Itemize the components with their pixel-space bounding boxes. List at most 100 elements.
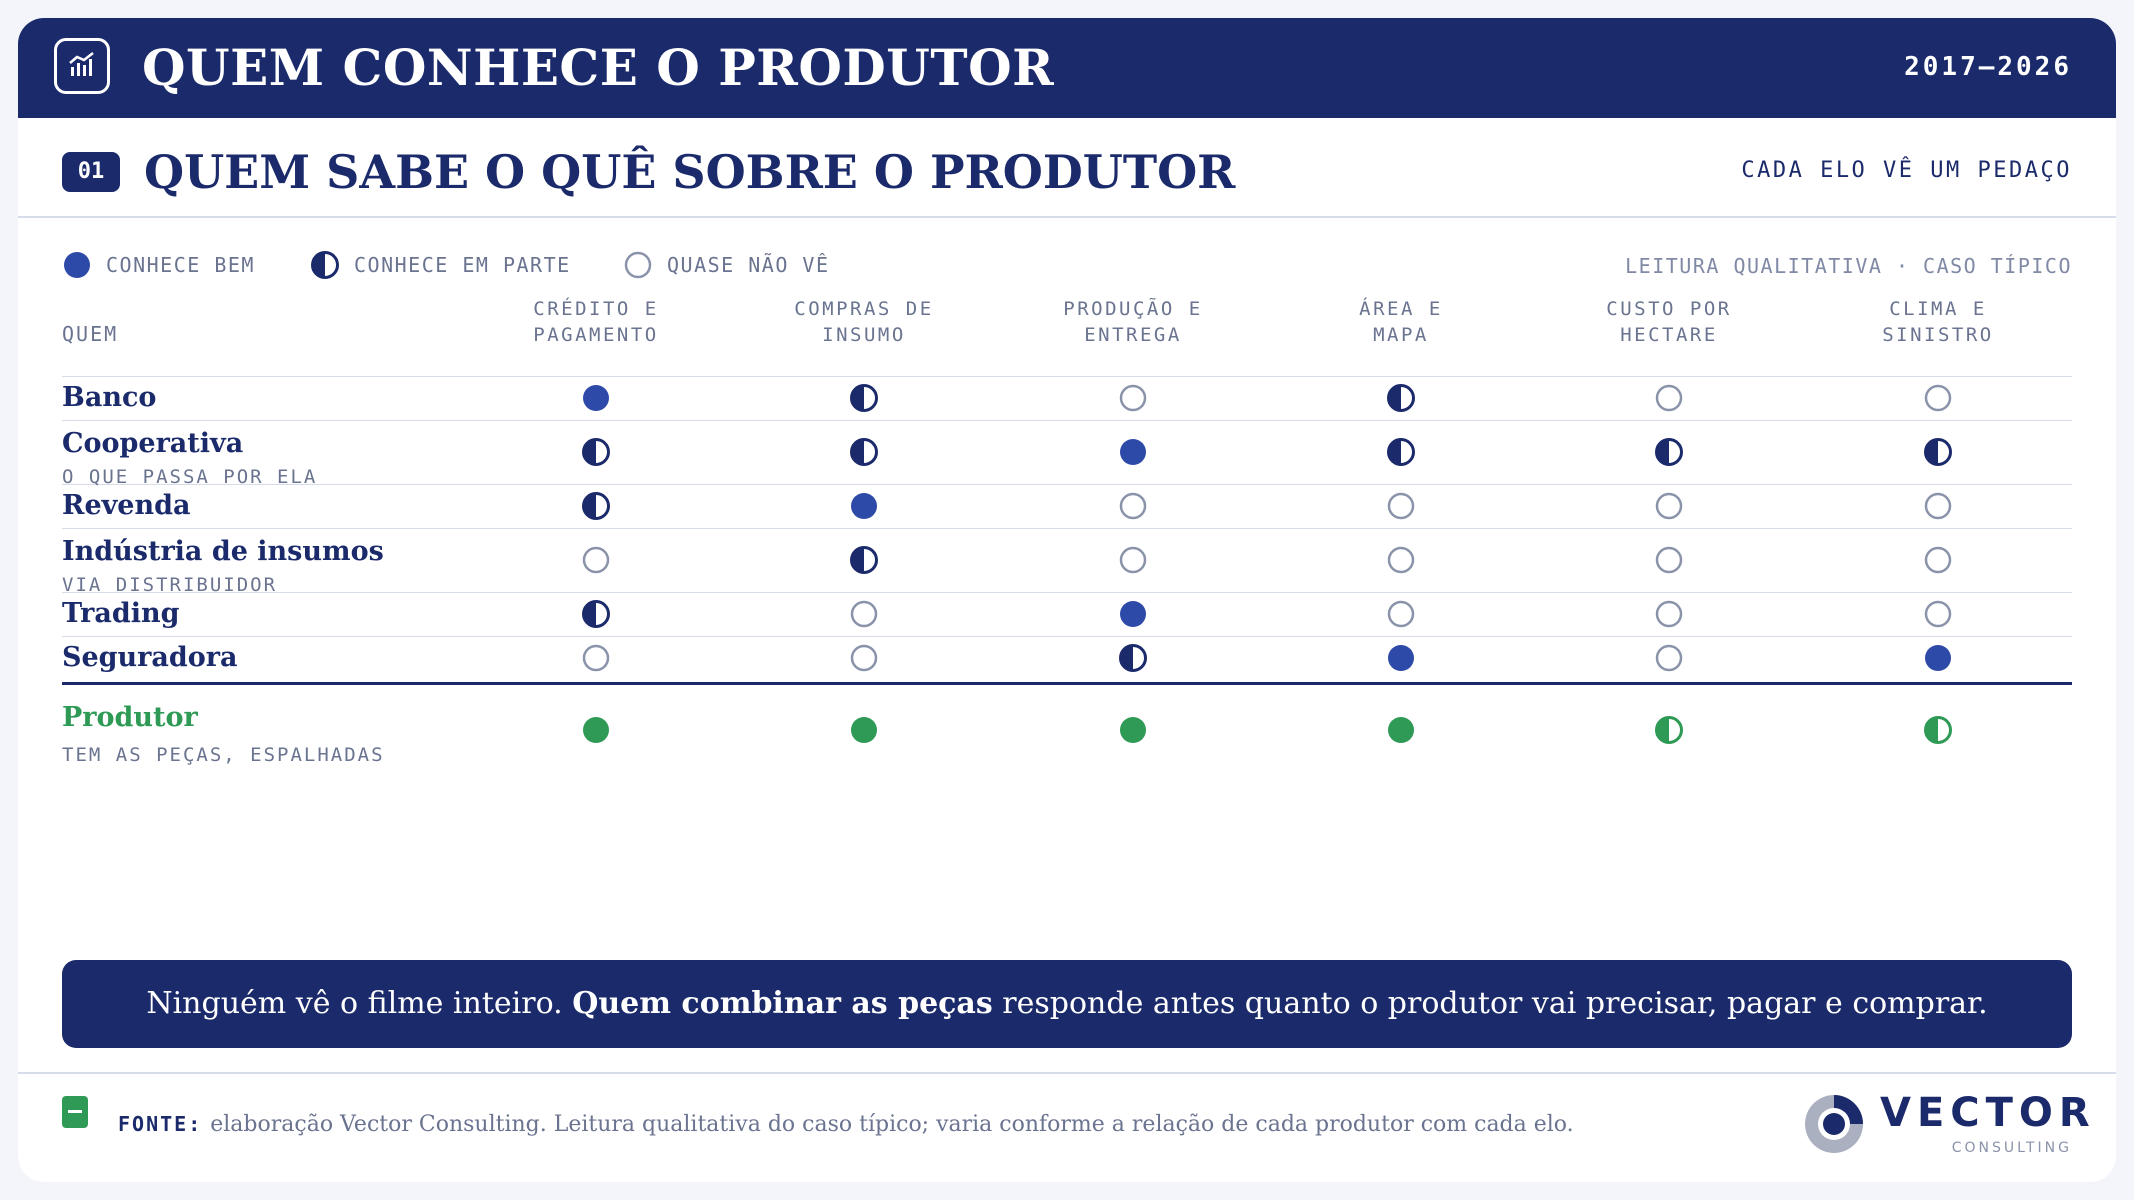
column-header-line: ÁREA E xyxy=(1359,298,1443,320)
cell-empty-icon xyxy=(1924,492,1952,520)
row-separator xyxy=(62,376,2072,377)
row-separator xyxy=(62,636,2072,637)
cell-half-icon xyxy=(850,438,878,466)
vector-logo-icon xyxy=(1805,1095,1863,1153)
column-header-line: COMPRAS DE xyxy=(794,298,934,320)
cell-empty-icon xyxy=(1387,546,1415,574)
cell-half-icon xyxy=(1924,438,1952,466)
source-label: FONTE: xyxy=(118,1112,203,1136)
producer-full-icon xyxy=(1388,717,1414,743)
cell-empty-icon xyxy=(582,644,610,672)
row-name: Seguradora xyxy=(62,642,238,673)
cell-empty-icon xyxy=(1387,600,1415,628)
cell-half-icon xyxy=(850,384,878,412)
column-header: COMPRAS DE INSUMO xyxy=(734,296,994,348)
column-header-line: MAPA xyxy=(1373,324,1429,346)
column-header-line: INSUMO xyxy=(822,324,906,346)
brand-name: VECTOR xyxy=(1880,1090,2096,1136)
row-name: Cooperativa xyxy=(62,428,244,459)
cell-empty-icon xyxy=(1655,492,1683,520)
cell-empty-icon xyxy=(1924,600,1952,628)
cell-empty-icon xyxy=(1119,546,1147,574)
cell-half-icon xyxy=(1387,384,1415,412)
source-icon xyxy=(62,1096,88,1128)
cell-half-icon xyxy=(1387,438,1415,466)
cell-half-icon xyxy=(582,438,610,466)
row-name: Indústria de insumos xyxy=(62,536,384,567)
producer-subtitle: TEM AS PEÇAS, ESPALHADAS xyxy=(62,744,385,766)
legend-half: CONHECE EM PARTE xyxy=(310,250,571,280)
cell-empty-icon xyxy=(1655,600,1683,628)
qualitative-note: LEITURA QUALITATIVA · CASO TÍPICO xyxy=(1625,254,2072,278)
row-name: Trading xyxy=(62,598,180,629)
legend-full-label: CONHECE BEM xyxy=(106,253,255,277)
section-divider xyxy=(18,216,2116,218)
column-header-line: CUSTO POR xyxy=(1606,298,1732,320)
producer-half-icon xyxy=(1924,716,1952,744)
producer-full-icon xyxy=(1120,717,1146,743)
banner-post: responde antes quanto o produtor vai pre… xyxy=(992,986,1988,1021)
cell-empty-icon xyxy=(1655,384,1683,412)
cell-empty-icon xyxy=(1655,546,1683,574)
chart-icon xyxy=(54,38,110,94)
cell-empty-icon xyxy=(1119,492,1147,520)
cell-half-icon xyxy=(850,546,878,574)
section-subtitle: CADA ELO VÊ UM PEDAÇO xyxy=(1741,158,2072,183)
legend-half-label: CONHECE EM PARTE xyxy=(354,253,571,277)
banner-bold: Quem combinar as peças xyxy=(572,986,993,1021)
section-badge: 01 xyxy=(62,152,120,192)
cell-empty-icon xyxy=(850,600,878,628)
row-subtitle: VIA DISTRIBUIDOR xyxy=(62,574,278,596)
full-circle-icon xyxy=(64,252,90,278)
cell-full-icon xyxy=(1120,439,1146,465)
cell-empty-icon xyxy=(1387,492,1415,520)
column-header-line: PAGAMENTO xyxy=(533,324,659,346)
years-label: 2017–2026 xyxy=(1904,52,2072,82)
empty-circle-icon xyxy=(624,251,652,279)
column-header-line: PRODUÇÃO E xyxy=(1063,298,1203,320)
cell-half-icon xyxy=(582,600,610,628)
cell-half-icon xyxy=(1119,644,1147,672)
column-header: CRÉDITO E PAGAMENTO xyxy=(466,296,726,348)
page-title: QUEM CONHECE O PRODUTOR xyxy=(142,38,1055,97)
column-header: CLIMA E SINISTRO xyxy=(1808,296,2068,348)
cell-empty-icon xyxy=(850,644,878,672)
row-header: QUEM xyxy=(62,322,119,346)
footer-divider xyxy=(18,1072,2116,1074)
cell-full-icon xyxy=(1120,601,1146,627)
column-header-line: HECTARE xyxy=(1620,324,1718,346)
producer-half-icon xyxy=(1655,716,1683,744)
legend-full: CONHECE BEM xyxy=(62,250,255,280)
column-header-line: CRÉDITO E xyxy=(533,298,659,320)
row-separator xyxy=(62,528,2072,529)
row-separator xyxy=(62,420,2072,421)
cell-full-icon xyxy=(1388,645,1414,671)
cell-full-icon xyxy=(1925,645,1951,671)
cell-half-icon xyxy=(582,492,610,520)
producer-full-icon xyxy=(851,717,877,743)
source-text: elaboração Vector Consulting. Leitura qu… xyxy=(210,1112,1574,1137)
producer-full-icon xyxy=(583,717,609,743)
half-circle-icon xyxy=(311,251,339,279)
brand-sub: CONSULTING xyxy=(1951,1140,2072,1156)
column-header-line: CLIMA E xyxy=(1889,298,1987,320)
row-separator xyxy=(62,592,2072,593)
column-header: ÁREA E MAPA xyxy=(1271,296,1531,348)
cell-half-icon xyxy=(1655,438,1683,466)
row-name: Revenda xyxy=(62,490,191,521)
cell-empty-icon xyxy=(582,546,610,574)
cell-empty-icon xyxy=(1924,384,1952,412)
row-name: Banco xyxy=(62,382,157,413)
conclusion-banner: Ninguém vê o filme inteiro. Quem combina… xyxy=(62,960,2072,1048)
column-header-line: ENTREGA xyxy=(1084,324,1182,346)
column-header-line: SINISTRO xyxy=(1882,324,1994,346)
cell-full-icon xyxy=(851,493,877,519)
infographic-card: QUEM CONHECE O PRODUTOR 2017–2026 01 QUE… xyxy=(18,18,2116,1182)
row-separator xyxy=(62,484,2072,485)
source-note: FONTE: elaboração Vector Consulting. Leit… xyxy=(118,1112,1574,1137)
column-header: CUSTO POR HECTARE xyxy=(1539,296,1799,348)
producer-name: Produtor xyxy=(62,702,198,733)
producer-separator xyxy=(62,682,2072,685)
legend-empty: QUASE NÃO VÊ xyxy=(623,250,830,280)
cell-empty-icon xyxy=(1924,546,1952,574)
